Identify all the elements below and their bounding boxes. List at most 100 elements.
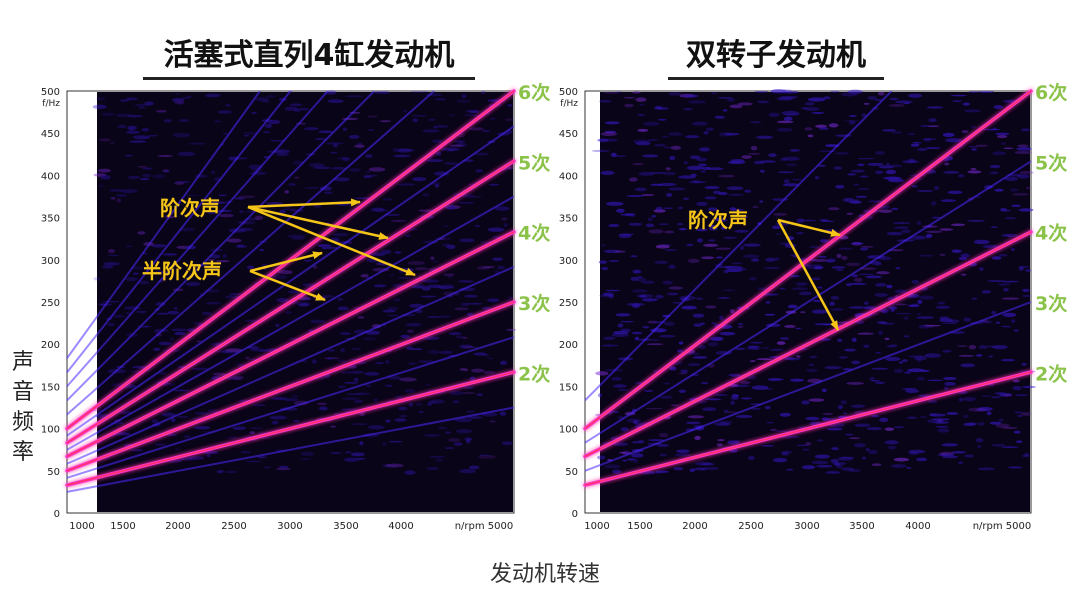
noise-speck (820, 417, 838, 421)
noise-speck (591, 149, 610, 153)
noise-speck (939, 318, 954, 323)
noise-speck (478, 454, 496, 459)
noise-speck (599, 100, 612, 103)
noise-speck (430, 256, 435, 261)
noise-speck (828, 207, 840, 211)
noise-speck (111, 314, 126, 318)
noise-speck (642, 326, 650, 329)
noise-speck (943, 376, 957, 380)
noise-speck (944, 137, 962, 143)
noise-speck (727, 439, 737, 444)
noise-speck (631, 303, 641, 308)
noise-speck (958, 256, 967, 261)
noise-speck (804, 127, 813, 131)
noise-speck (133, 272, 139, 276)
noise-speck (707, 207, 718, 211)
noise-speck (148, 134, 159, 137)
noise-speck (246, 265, 255, 270)
faint-order-line (66, 90, 329, 388)
x-tick-label: 1000 (584, 521, 609, 532)
noise-speck (636, 293, 654, 298)
noise-speck (100, 175, 111, 180)
noise-speck (932, 418, 950, 421)
noise-speck (958, 397, 964, 402)
noise-speck (601, 344, 619, 347)
noise-speck (206, 259, 216, 261)
noise-speck (756, 135, 774, 139)
noise-speck (608, 294, 614, 299)
noise-speck (463, 386, 474, 390)
noise-speck (1016, 147, 1032, 151)
noise-speck (656, 443, 670, 447)
noise-speck (333, 144, 338, 148)
noise-speck (883, 440, 899, 445)
noise-speck (605, 289, 621, 292)
noise-speck (178, 227, 196, 232)
left-chart-title: 活塞式直列4缸发动机 (143, 30, 475, 80)
noise-speck (658, 223, 669, 225)
noise-speck (801, 465, 816, 470)
annotation-arrow (777, 218, 841, 237)
noise-speck (125, 277, 138, 282)
noise-speck (975, 438, 984, 443)
noise-speck (1004, 217, 1017, 220)
noise-speck (963, 422, 976, 426)
noise-speck (465, 410, 475, 413)
noise-speck (687, 100, 706, 104)
noise-speck (288, 183, 297, 186)
y-tick-label: 500 (41, 87, 60, 98)
noise-speck (462, 346, 479, 349)
noise-speck (1003, 288, 1009, 292)
y-tick-label: 100 (41, 425, 60, 436)
noise-speck (608, 223, 620, 228)
noise-speck (939, 316, 949, 320)
noise-speck (1017, 415, 1023, 417)
noise-speck (722, 289, 736, 292)
noise-speck (759, 200, 764, 203)
noise-speck (801, 400, 810, 405)
noise-speck (177, 101, 184, 105)
y-tick-label: 50 (47, 467, 60, 478)
noise-speck (1011, 204, 1021, 208)
noise-speck (878, 209, 893, 213)
noise-speck (474, 224, 481, 228)
noise-speck (468, 465, 480, 470)
noise-speck (1014, 411, 1023, 414)
noise-speck (1000, 142, 1006, 145)
noise-speck (481, 130, 491, 132)
order-line-2次 (65, 370, 516, 487)
noise-speck (270, 274, 288, 280)
noise-speck (465, 109, 480, 113)
noise-speck (983, 128, 1001, 131)
noise-speck (973, 239, 990, 245)
noise-speck (705, 305, 717, 309)
noise-speck (206, 301, 221, 305)
noise-speck (604, 464, 621, 469)
noise-speck (719, 218, 728, 222)
noise-speck (225, 348, 243, 352)
noise-speck (811, 277, 821, 281)
noise-speck (162, 170, 170, 173)
noise-speck (473, 352, 487, 356)
noise-speck (808, 245, 820, 249)
noise-speck (469, 127, 484, 131)
noise-speck (655, 470, 670, 473)
noise-speck (804, 101, 815, 106)
noise-speck (487, 227, 505, 232)
noise-speck (351, 423, 368, 426)
noise-speck (847, 89, 863, 94)
noise-speck (284, 190, 290, 194)
noise-speck (779, 157, 787, 162)
noise-speck (392, 147, 399, 153)
noise-speck (614, 250, 626, 253)
noise-speck (737, 326, 744, 328)
noise-speck (129, 140, 147, 143)
noise-speck (443, 273, 455, 277)
noise-speck (228, 292, 242, 296)
annotation-arrow (776, 219, 840, 331)
noise-speck (370, 207, 385, 212)
noise-speck (690, 173, 697, 177)
noise-speck (627, 458, 636, 461)
noise-speck (632, 139, 650, 144)
